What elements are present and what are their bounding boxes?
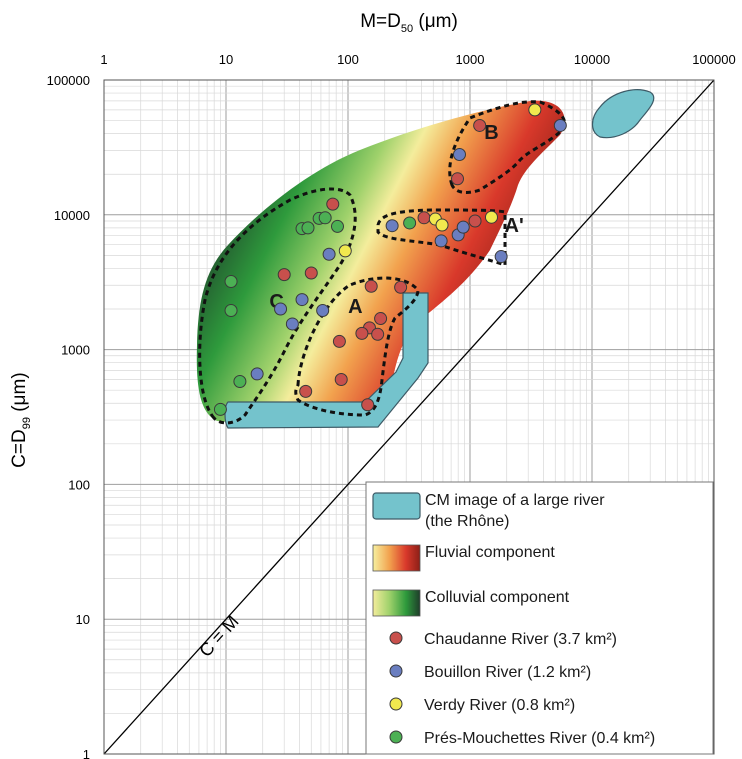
- y-axis-title-unit: (μm): [9, 372, 30, 417]
- data-point-series-3: [224, 304, 238, 318]
- data-point-series-3: [318, 211, 332, 225]
- data-points: [213, 103, 567, 416]
- data-point-series-3: [213, 402, 227, 416]
- legend-label: Fluvial component: [425, 544, 555, 561]
- data-point-series-0: [394, 280, 408, 294]
- legend: CM image of a large river (the Rhône) Fluv…: [365, 481, 714, 755]
- legend-swatch-colluvial: [372, 589, 421, 617]
- data-point-series-2: [528, 103, 542, 117]
- data-point-series-3: [403, 216, 417, 230]
- data-point-series-1: [274, 302, 288, 316]
- region-label: A': [505, 215, 524, 237]
- legend-label: (the Rhône): [425, 513, 510, 530]
- data-point-series-1: [316, 304, 330, 318]
- legend-marker-series-1: [389, 664, 403, 678]
- data-point-series-0: [371, 327, 385, 341]
- data-point-series-0: [334, 373, 348, 387]
- legend-swatch-fluvial: [372, 544, 421, 572]
- legend-label: Verdy River (0.8 km²): [424, 697, 575, 714]
- data-point-series-0: [468, 214, 482, 228]
- legend-label: Colluvial component: [425, 589, 570, 606]
- data-point-series-0: [451, 172, 465, 186]
- data-point-series-0: [364, 279, 378, 293]
- x-axis-title: M=D50 (μm): [360, 11, 458, 35]
- y-axis-title-sub: 99: [21, 417, 33, 429]
- x-tick-label: 10000: [574, 52, 610, 67]
- x-tick-label: 100: [337, 52, 359, 67]
- legend-swatch-rhone: [372, 492, 421, 520]
- x-tick-label: 10: [219, 52, 233, 67]
- y-axis-title: C=D99 (μm): [9, 372, 33, 468]
- y-tick-label: 1000: [61, 343, 90, 358]
- legend-label: CM image of a large river: [425, 492, 605, 509]
- data-point-series-0: [361, 398, 375, 412]
- data-point-series-0: [355, 326, 369, 340]
- legend-box: [365, 481, 714, 755]
- region-label: A: [348, 296, 362, 318]
- data-point-series-0: [326, 197, 340, 211]
- x-tick-label: 100000: [692, 52, 735, 67]
- region-a-prime-outline: [376, 208, 507, 268]
- rhone-small-shape: [591, 89, 655, 139]
- data-point-series-1: [434, 234, 448, 248]
- data-point-series-1: [285, 317, 299, 331]
- y-tick-label: 10: [76, 612, 90, 627]
- y-tick-label: 100000: [47, 73, 90, 88]
- y-axis-title-main: C=D: [9, 429, 30, 468]
- x-axis-title-sub: 50: [401, 23, 413, 35]
- region-label: B: [484, 122, 498, 144]
- data-point-series-1: [456, 220, 470, 234]
- y-tick-label: 10000: [54, 208, 90, 223]
- tick-labels: 1 10 100 1000 10000 100000 1 10 100 1000 10000 1000…: [47, 52, 736, 759]
- data-point-series-0: [473, 118, 487, 132]
- data-point-series-3: [224, 275, 238, 289]
- data-point-series-2: [484, 210, 498, 224]
- data-point-series-3: [330, 219, 344, 233]
- legend-label: Prés-Mouchettes River (0.4 km²): [424, 730, 655, 747]
- y-tick-label: 1: [83, 747, 90, 759]
- legend-label: Chaudanne River (3.7 km²): [424, 631, 617, 648]
- data-point-series-3: [233, 374, 247, 388]
- data-point-series-1: [322, 247, 336, 261]
- legend-marker-series-3: [389, 730, 403, 744]
- legend-label: Bouillon River (1.2 km²): [424, 664, 591, 681]
- data-point-series-2: [338, 244, 352, 258]
- legend-marker-series-0: [389, 631, 403, 645]
- c-equals-m-line: [103, 79, 715, 755]
- region-c-outline: [198, 187, 357, 425]
- data-point-series-1: [494, 250, 508, 264]
- data-point-series-0: [374, 312, 388, 326]
- data-point-series-3: [301, 221, 315, 235]
- data-point-series-1: [553, 118, 567, 132]
- data-point-series-0: [277, 268, 291, 282]
- legend-marker-series-2: [389, 697, 403, 711]
- y-tick-label: 100: [68, 477, 90, 492]
- data-point-series-0: [299, 384, 313, 398]
- data-point-series-1: [385, 219, 399, 233]
- data-point-series-0: [304, 266, 318, 280]
- data-point-series-1: [452, 148, 466, 162]
- region-outlines: [198, 100, 567, 425]
- data-point-series-0: [332, 334, 346, 348]
- data-point-series-0: [417, 211, 431, 225]
- data-point-series-1: [295, 293, 309, 307]
- component-field-shape: [196, 100, 565, 422]
- data-point-series-2: [435, 218, 449, 232]
- x-axis-title-unit: (μm): [413, 11, 458, 32]
- component-field: [196, 100, 565, 422]
- region-a-outline: [294, 276, 420, 417]
- data-point-series-1: [250, 367, 264, 381]
- x-tick-label: 1000: [456, 52, 485, 67]
- x-tick-label: 1: [100, 52, 107, 67]
- x-axis-title-main: M=D: [360, 11, 401, 32]
